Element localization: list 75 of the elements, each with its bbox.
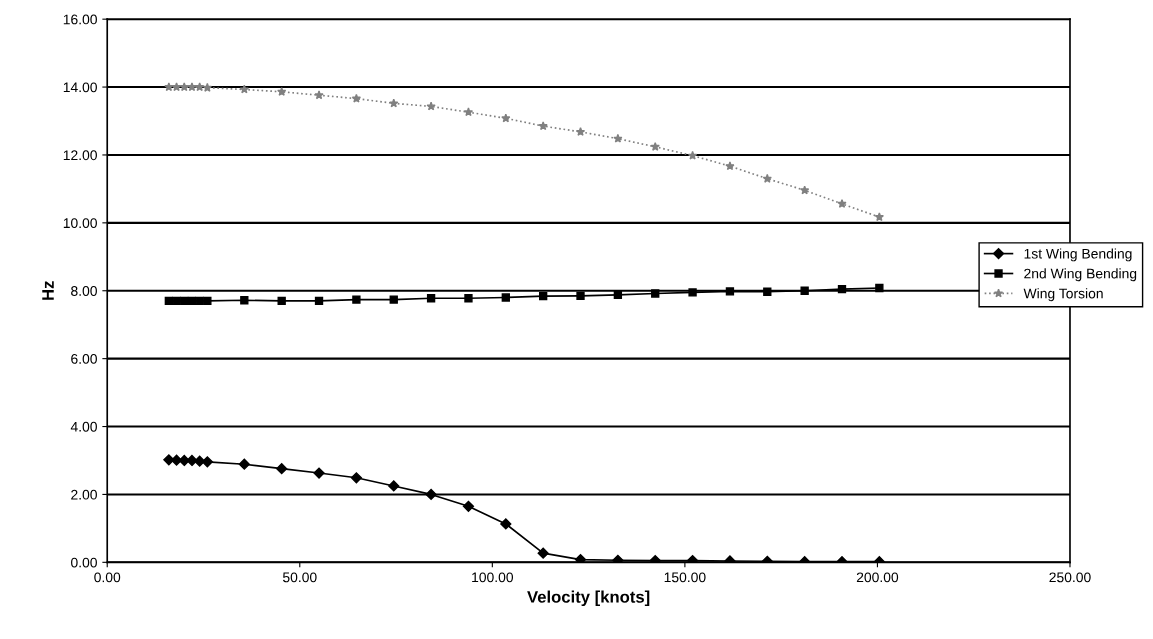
point	[388, 480, 400, 492]
point	[500, 518, 512, 530]
point	[179, 82, 189, 92]
point	[172, 296, 181, 306]
point	[874, 212, 885, 222]
point	[574, 553, 587, 563]
point	[463, 107, 474, 117]
x-tick-label: 200.00	[856, 572, 899, 583]
point	[762, 173, 772, 183]
point	[651, 289, 660, 298]
y-axis-title: Hz	[42, 281, 54, 300]
point	[537, 547, 549, 559]
point	[687, 150, 698, 160]
point	[352, 295, 361, 304]
point	[799, 185, 810, 195]
legend-label: 2nd Wing Bending	[1024, 268, 1137, 282]
point	[575, 127, 586, 136]
point	[501, 293, 510, 302]
point	[837, 198, 847, 208]
x-tick-label: 0.00	[94, 572, 121, 583]
point	[650, 141, 660, 151]
point	[350, 472, 362, 484]
legend-label: Wing Torsion	[1023, 288, 1103, 302]
point	[576, 291, 585, 301]
point	[501, 113, 511, 123]
y-tick-label: 4.00	[70, 421, 97, 432]
point	[195, 296, 204, 306]
point	[613, 290, 623, 299]
point	[277, 86, 287, 96]
point	[462, 500, 475, 512]
y-tick-label: 12.00	[63, 150, 97, 161]
point	[314, 90, 324, 100]
y-tick-label: 6.00	[71, 353, 97, 364]
point	[875, 283, 884, 293]
point	[277, 296, 286, 306]
x-tick-label: 100.00	[472, 572, 514, 583]
point	[351, 93, 362, 103]
point	[240, 296, 249, 305]
point	[187, 82, 197, 92]
point	[800, 286, 809, 295]
x-tick-label: 50.00	[282, 572, 317, 583]
point	[538, 292, 548, 301]
point	[202, 82, 213, 92]
point	[688, 288, 697, 297]
point	[314, 296, 324, 306]
point	[389, 98, 399, 108]
y-tick-label: 16.00	[63, 14, 97, 25]
point	[426, 294, 436, 303]
point	[276, 463, 288, 475]
point	[238, 458, 250, 470]
point	[426, 101, 436, 111]
point	[164, 82, 174, 92]
legend-label: 1st Wing Bending	[1024, 248, 1132, 262]
y-tick-label: 14.00	[63, 82, 97, 93]
point	[725, 287, 735, 296]
point	[389, 295, 398, 304]
y-tick-label: 0.00	[71, 557, 97, 568]
point	[837, 284, 847, 294]
point	[203, 296, 212, 306]
point	[612, 554, 624, 563]
point	[239, 84, 249, 94]
point	[538, 121, 548, 131]
y-tick-label: 10.00	[63, 218, 97, 229]
point	[613, 133, 623, 143]
point	[180, 296, 189, 306]
y-tick-label: 2.00	[71, 489, 97, 500]
point	[725, 161, 735, 171]
point	[425, 488, 437, 501]
x-axis-title: Velocity [knots]	[527, 590, 650, 607]
point	[464, 294, 473, 303]
point	[763, 287, 772, 296]
x-tick-label: 150.00	[664, 572, 706, 583]
y-tick-label: 8.00	[71, 286, 97, 296]
x-tick-label: 250.00	[1049, 572, 1091, 583]
point	[171, 82, 182, 92]
